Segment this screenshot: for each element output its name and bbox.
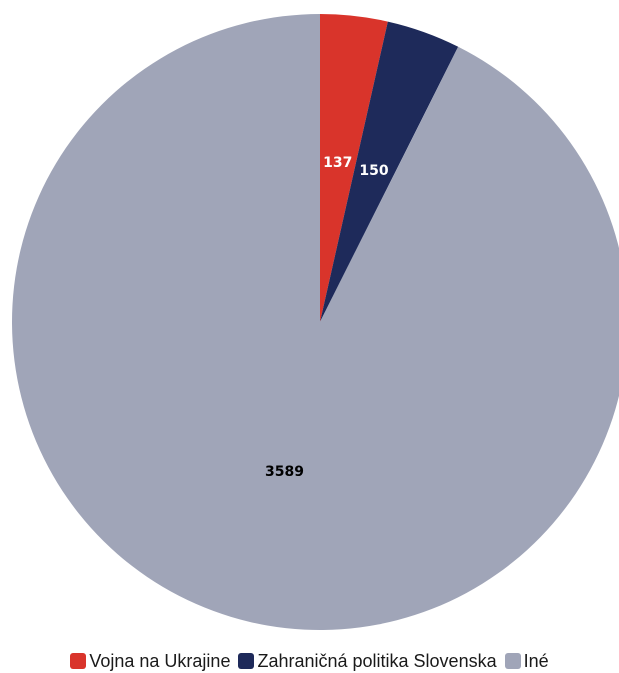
legend-swatch-zahranicna <box>238 653 255 669</box>
legend-swatch-ine <box>504 653 521 669</box>
legend-item-vojna[interactable]: Vojna na Ukrajine <box>70 651 230 672</box>
legend-label-vojna: Vojna na Ukrajine <box>89 650 231 671</box>
pie-slice-vojna[interactable] <box>320 14 388 322</box>
legend-swatch-vojna <box>70 653 87 669</box>
slice-value-label-zahranicna: 150 <box>359 163 388 179</box>
legend: Vojna na Ukrajine Zahraničná politika Sl… <box>0 650 619 672</box>
slice-value-label-ine: 3589 <box>265 464 304 480</box>
legend-item-ine[interactable]: Iné <box>504 650 549 672</box>
pie-slice-ine[interactable] <box>12 14 619 630</box>
legend-label-zahranicna: Zahraničná politika Slovenska <box>257 650 497 671</box>
slice-value-label-vojna: 137 <box>323 155 352 171</box>
legend-label-ine: Iné <box>523 650 549 671</box>
legend-item-zahranicna[interactable]: Zahraničná politika Slovenska <box>238 650 497 672</box>
pie-chart: 137 150 3589 <box>12 14 619 630</box>
pie-slice-zahranicna[interactable] <box>320 21 459 322</box>
